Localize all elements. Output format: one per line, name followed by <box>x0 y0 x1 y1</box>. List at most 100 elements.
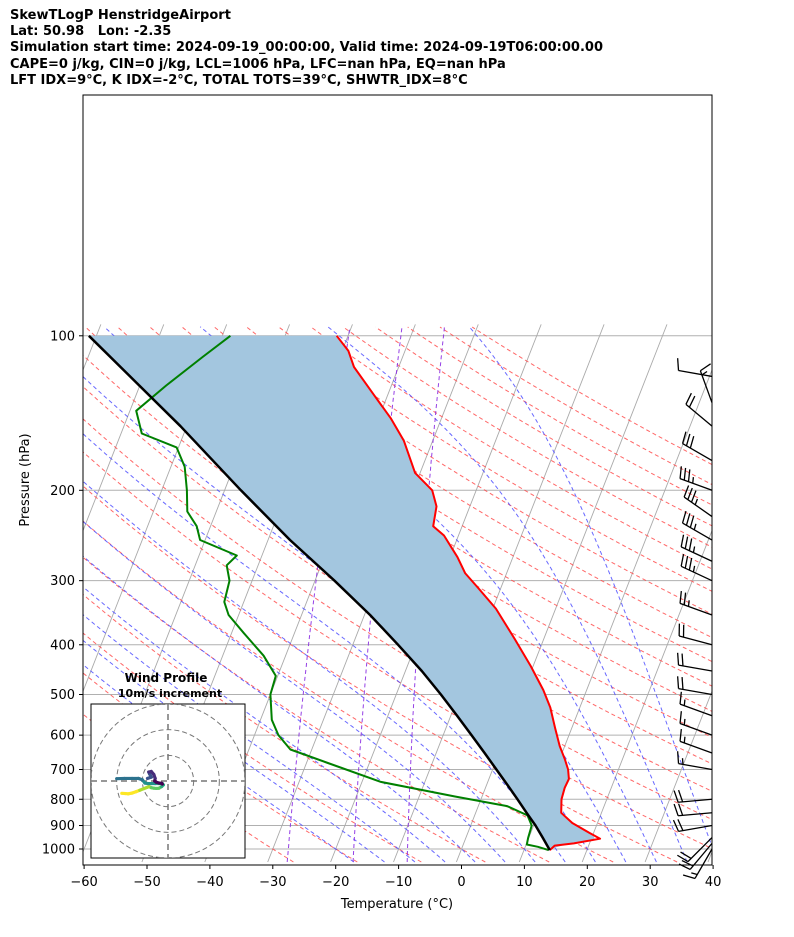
barb-flag <box>676 652 680 666</box>
y-tick-label: 900 <box>50 819 75 834</box>
wind-barb <box>678 623 713 646</box>
wind-barb <box>679 728 713 754</box>
wind-barb <box>699 363 713 403</box>
wind-barb <box>673 803 713 817</box>
dry-adiabat-line <box>83 451 712 850</box>
moist-adiabat-line <box>83 614 416 863</box>
barb-staff <box>678 762 713 771</box>
barb-staff <box>694 848 713 879</box>
temperature-line <box>335 335 602 851</box>
hodograph-title: Wind Profile <box>125 671 208 685</box>
indices-line-1: CAPE=0 j/kg, CIN=0 j/kg, LCL=1006 hPa, L… <box>10 56 506 72</box>
moist-adiabat-line <box>83 480 536 863</box>
x-tick-label: 10 <box>516 875 533 890</box>
barb-flag <box>688 557 693 571</box>
barb-flag <box>683 467 687 481</box>
chart-header: SkewTLogP HenstridgeAirport Lat: 50.98 Lo… <box>10 8 603 89</box>
moist-adiabat-line <box>83 520 506 863</box>
dry-adiabat-line <box>83 556 550 863</box>
isotherm-line <box>707 850 712 863</box>
wind-barb <box>683 485 713 518</box>
wind-barb <box>685 392 713 427</box>
barb-flag <box>685 392 692 405</box>
barb-flag <box>677 854 689 863</box>
barb-staff <box>680 565 713 582</box>
isotherm-line <box>83 324 165 532</box>
barb-staff <box>678 687 713 696</box>
barb-flag <box>681 859 694 867</box>
barb-flag <box>680 554 685 567</box>
isotherm-line <box>581 529 712 863</box>
barb-flag <box>688 538 693 551</box>
y-tick-label: 600 <box>50 729 75 744</box>
moist-adiabat-line <box>327 326 688 863</box>
barb-staff <box>682 522 713 541</box>
barb-half-flag <box>683 736 686 743</box>
y-tick-label: 400 <box>50 638 75 653</box>
barb-half-flag <box>687 600 690 607</box>
x-axis-label: Temperature (°C) <box>340 897 453 912</box>
x-tick-label: −60 <box>70 875 97 890</box>
barb-staff <box>678 635 713 646</box>
wind-barb <box>682 848 713 880</box>
dry-adiabat-line <box>83 385 712 792</box>
hodograph-subtitle: 10m/s increment <box>118 687 222 700</box>
wind-barb <box>677 837 713 863</box>
y-axis-label: Pressure (hPa) <box>18 433 33 526</box>
wind-barb <box>676 751 713 771</box>
wind-barb <box>676 358 713 378</box>
barb-flag <box>676 358 680 371</box>
time-line: Simulation start time: 2024-09-19_00:00:… <box>10 40 603 56</box>
barb-half-flag <box>694 498 699 506</box>
moist-adiabat-line <box>199 326 657 863</box>
barb-staff <box>678 812 713 817</box>
dry-adiabat-line <box>83 632 422 863</box>
barb-flag <box>685 433 691 446</box>
barb-flag <box>676 676 680 689</box>
barb-staff <box>682 442 713 462</box>
axes: −60 −50 −40 −30 −20 −10 0 10 20 30 40 1000 900 800 700… <box>42 329 721 890</box>
dry-adiabat-line <box>439 326 712 486</box>
barb-flag <box>680 851 692 859</box>
parcel-line <box>88 334 551 851</box>
isotherm-line <box>393 324 605 863</box>
barb-flag <box>677 819 684 831</box>
wind-barb <box>681 431 713 462</box>
barb-half-flag <box>683 718 686 726</box>
barb-staff <box>679 602 713 616</box>
barb-flag <box>679 728 682 742</box>
x-tick-label: 30 <box>642 875 659 890</box>
barb-flag <box>672 819 680 832</box>
barb-flag <box>681 431 687 444</box>
barb-flag <box>677 803 684 816</box>
profile-lines <box>88 334 602 852</box>
barb-staff <box>678 798 713 803</box>
barb-flag <box>689 435 695 449</box>
barb-flag <box>681 510 687 524</box>
barb-half-flag <box>691 872 698 876</box>
barb-flag <box>687 487 693 500</box>
barb-flag <box>678 863 691 870</box>
plot-frame <box>82 94 713 866</box>
x-tick-label: −30 <box>259 875 286 890</box>
wind-barb <box>676 652 713 672</box>
barb-flag <box>683 592 687 605</box>
y-tick-label: 800 <box>50 793 75 808</box>
barb-staff <box>689 842 713 870</box>
x-tick-label: −50 <box>133 875 160 890</box>
barb-staff <box>678 664 713 672</box>
x-tick-label: −40 <box>196 875 223 890</box>
barb-flag <box>680 534 685 548</box>
barb-staff <box>680 546 713 562</box>
y-tick-label: 300 <box>50 574 75 589</box>
chart-title: SkewTLogP HenstridgeAirport <box>10 8 231 23</box>
barb-half-flag <box>683 699 686 706</box>
wind-barb <box>679 691 713 717</box>
isotherm-line <box>83 324 102 372</box>
hodograph-plot <box>91 704 245 858</box>
barb-staff <box>678 369 713 378</box>
moist-adiabat-line <box>468 326 712 848</box>
barb-staff <box>683 496 713 518</box>
moist-adiabat-line <box>83 586 446 863</box>
